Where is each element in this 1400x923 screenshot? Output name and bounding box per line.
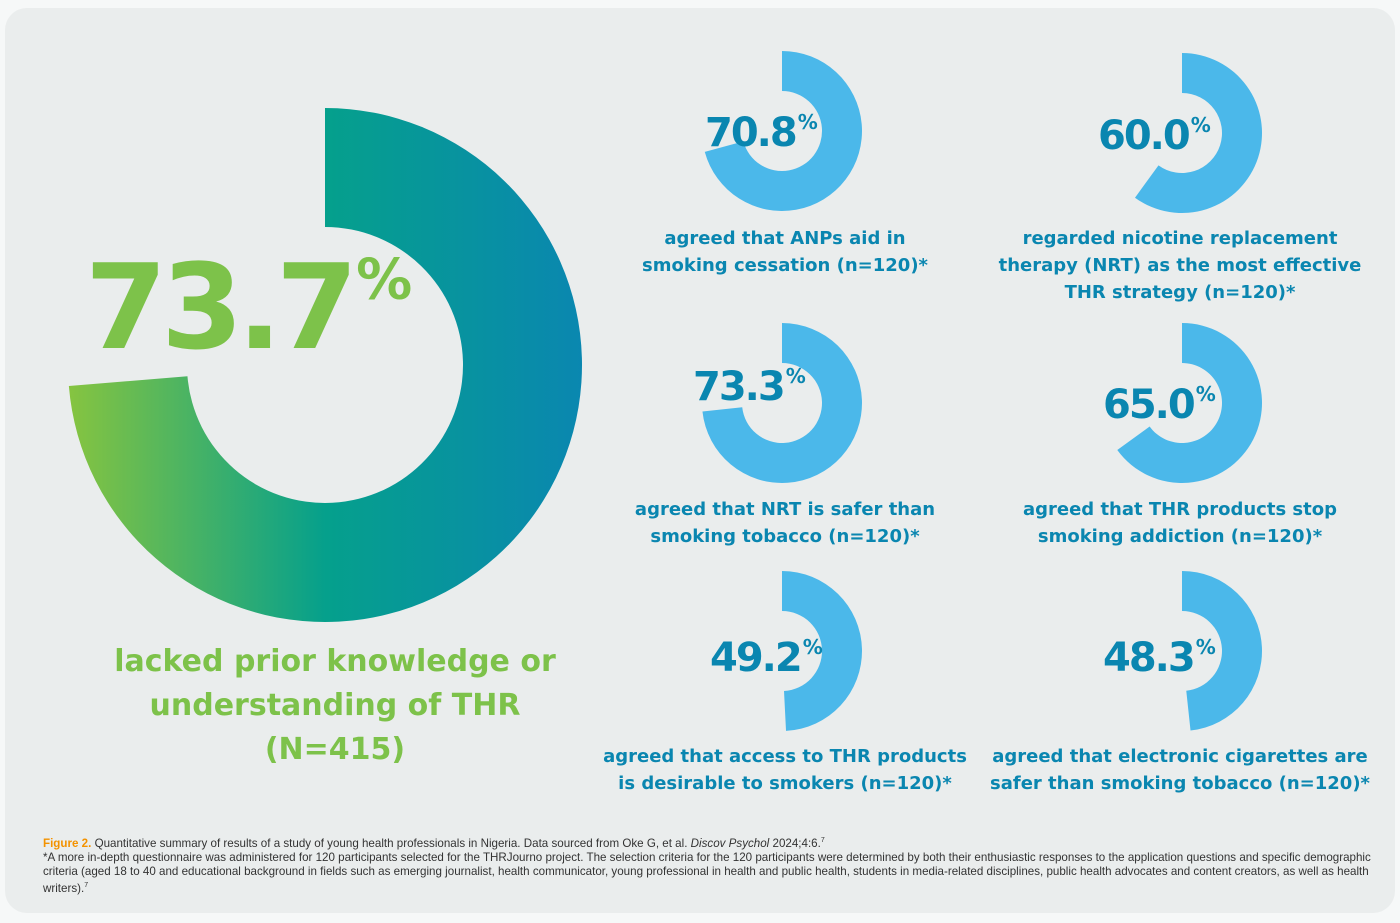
main-caption: lacked prior knowledge or understanding …: [65, 640, 605, 772]
donut-nrt-effective-value-label: 60.0%: [1098, 113, 1211, 159]
caption-line: agreed that access to THR products: [603, 746, 967, 767]
donut-ecig-safer-value-label: 48.3%: [1103, 635, 1216, 681]
caption-line: smoking addiction (n=120)*: [1037, 526, 1323, 547]
figure-ref: 7: [820, 837, 825, 844]
figure-note-text: *A more in-depth questionnaire was admin…: [43, 851, 1373, 896]
caption-ecig-safer: agreed that electronic cigarettes are sa…: [980, 743, 1380, 797]
figure-footnote: Figure 2. Quantitative summary of result…: [43, 834, 1373, 896]
caption-thr-addiction: agreed that THR products stop smoking ad…: [990, 496, 1370, 550]
caption-line: THR strategy (n=120)*: [1064, 282, 1296, 303]
caption-line: is desirable to smokers (n=120)*: [618, 773, 952, 794]
donut-lacked-knowledge-arc: [68, 108, 583, 622]
figure-caption-line: Figure 2. Quantitative summary of result…: [43, 834, 1373, 851]
figure-source-citation: 2024;4:6.: [772, 836, 821, 850]
caption-line: agreed that ANPs aid in: [664, 228, 906, 249]
main-caption-line: (N=415): [264, 732, 406, 767]
figure-panel: 73.7% 70.8% 60.0% 73.3% 65.0% 49.2% 48.3% lack…: [5, 8, 1395, 913]
donut-charts: 73.7% 70.8% 60.0 % 73.3 % 65.0 % 49.2% 48.3%: [68, 51, 1263, 731]
donut-nrt-effective-arc: [1134, 53, 1263, 213]
donut-thr-access-value-label: 49.2%: [710, 635, 823, 681]
donut-thr-addiction-arc: [1117, 323, 1262, 484]
caption-line: safer than smoking tobacco (n=120)*: [990, 773, 1370, 794]
donut-anps-cessation-value-label: 70.8%: [705, 110, 818, 156]
caption-line: agreed that THR products stop: [1022, 499, 1338, 520]
donut-anps-cessation-arc: [704, 51, 863, 211]
donut-thr-addiction-value-label: 65.0%: [1103, 382, 1216, 428]
caption-line: smoking cessation (n=120)*: [642, 255, 928, 276]
donut-lacked-knowledge-value-label: 73.7%: [85, 238, 411, 376]
caption-nrt-safer: agreed that NRT is safer than smoking to…: [600, 496, 970, 550]
footnote-ref: 7: [84, 881, 89, 889]
donut-thr-access-arc: [782, 571, 863, 731]
caption-thr-access: agreed that access to THR products is de…: [590, 743, 980, 797]
caption-line: therapy (NRT) as the most effective: [998, 255, 1362, 276]
caption-line: smoking tobacco (n=120)*: [650, 526, 920, 547]
footnote-note: *A more in-depth questionnaire was admin…: [43, 850, 1371, 895]
caption-anps: agreed that ANPs aid in smoking cessatio…: [600, 225, 970, 279]
caption-line: regarded nicotine replacement: [1022, 228, 1338, 249]
figure-source-journal: Discov Psychol: [690, 836, 770, 850]
donut-nrt-safer-value-label: 73.3%: [693, 364, 806, 410]
figure-caption-text: Quantitative summary of results of a stu…: [94, 836, 688, 850]
donut-ecig-safer-arc: [1182, 571, 1263, 731]
caption-line: agreed that electronic cigarettes are: [992, 746, 1368, 767]
main-caption-line: understanding of THR: [149, 688, 521, 723]
main-caption-line: lacked prior knowledge or: [114, 644, 556, 679]
figure-label: Figure 2.: [43, 836, 92, 850]
caption-nrt-effective: regarded nicotine replacement therapy (N…: [990, 225, 1370, 306]
caption-line: agreed that NRT is safer than: [634, 499, 936, 520]
donut-nrt-safer-arc: [702, 323, 863, 483]
